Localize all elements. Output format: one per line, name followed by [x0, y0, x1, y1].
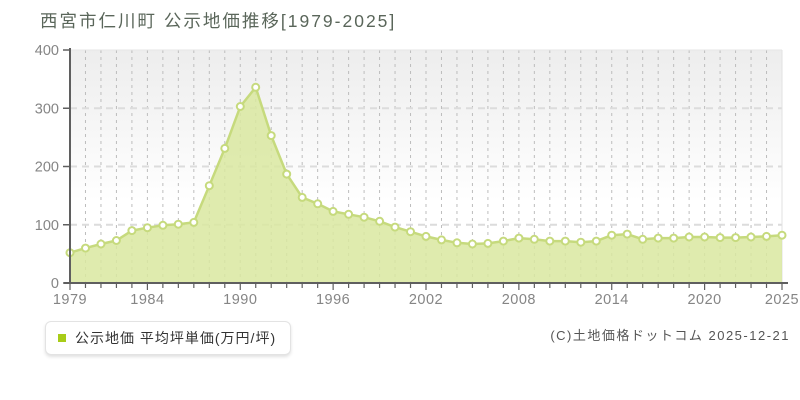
data-point-marker	[127, 226, 137, 236]
data-point-marker	[111, 236, 121, 245]
data-point-marker	[545, 236, 555, 246]
x-axis-label: 1996	[316, 292, 350, 308]
data-point-marker	[406, 227, 415, 237]
data-point-marker	[390, 222, 400, 232]
data-point-marker	[204, 181, 214, 191]
x-axis-label: 1984	[130, 292, 164, 308]
x-axis-label: 2025	[765, 292, 799, 308]
data-point-marker	[220, 143, 230, 153]
data-point-marker	[297, 192, 307, 202]
data-point-marker	[328, 206, 338, 216]
data-point-marker	[731, 233, 741, 243]
data-point-marker	[235, 102, 245, 111]
data-point-marker	[777, 230, 787, 240]
data-point-marker	[421, 231, 431, 241]
copyright-text: (C)土地価格ドットコム 2025-12-21	[550, 328, 790, 343]
data-point-marker	[746, 232, 756, 242]
data-point-marker	[622, 229, 632, 239]
data-point-marker	[653, 233, 663, 243]
data-point-marker	[375, 216, 385, 226]
data-point-marker	[251, 82, 261, 92]
data-point-marker	[638, 234, 648, 244]
data-point-marker	[359, 212, 369, 222]
y-axis-label: 300	[35, 101, 59, 117]
y-axis-label: 200	[35, 160, 59, 176]
legend-marker-icon	[58, 334, 66, 342]
data-point-marker	[700, 232, 710, 242]
data-point-marker	[514, 233, 524, 243]
x-axis-label: 1990	[223, 292, 257, 308]
y-axis-label: 100	[35, 218, 59, 234]
y-axis-label: 0	[51, 276, 59, 292]
chart-title: 西宮市仁川町 公示地価推移[1979-2025]	[40, 11, 397, 31]
data-point-marker	[467, 239, 477, 249]
data-point-marker	[560, 236, 570, 246]
data-point-marker	[576, 237, 586, 247]
data-point-marker	[282, 169, 292, 179]
data-point-marker	[437, 235, 446, 245]
price-area	[70, 87, 782, 283]
data-point-marker	[81, 243, 90, 253]
data-point-marker	[591, 236, 601, 246]
x-axis-label: 1979	[53, 292, 87, 308]
legend-label: 公示地価 平均坪単価(万円/坪)	[75, 330, 277, 346]
data-point-marker	[142, 223, 152, 233]
data-point-marker	[96, 239, 106, 249]
data-point-marker	[684, 232, 694, 242]
data-point-marker	[607, 230, 617, 240]
data-point-marker	[173, 219, 183, 229]
data-point-marker	[189, 217, 199, 227]
data-point-marker	[483, 238, 493, 248]
data-point-marker	[762, 231, 771, 241]
data-point-marker	[669, 233, 679, 243]
x-axis-label: 2014	[595, 292, 629, 308]
data-point-marker	[498, 236, 508, 246]
data-point-marker	[313, 199, 323, 209]
x-axis-label: 2002	[409, 292, 443, 308]
y-axis-label: 400	[35, 43, 59, 59]
data-point-marker	[158, 220, 168, 230]
legend: 公示地価 平均坪単価(万円/坪)	[45, 321, 292, 355]
x-axis-label: 2008	[502, 292, 536, 308]
data-point-marker	[452, 238, 462, 248]
price-trend-chart: 0 100 200 300 400 1979 1984 1990 1996 2002 2008 201…	[35, 43, 799, 308]
data-point-marker	[266, 131, 276, 141]
x-axis-label: 2020	[687, 292, 721, 308]
data-point-marker	[529, 234, 539, 244]
data-point-marker	[715, 233, 725, 243]
data-point-marker	[344, 209, 354, 219]
